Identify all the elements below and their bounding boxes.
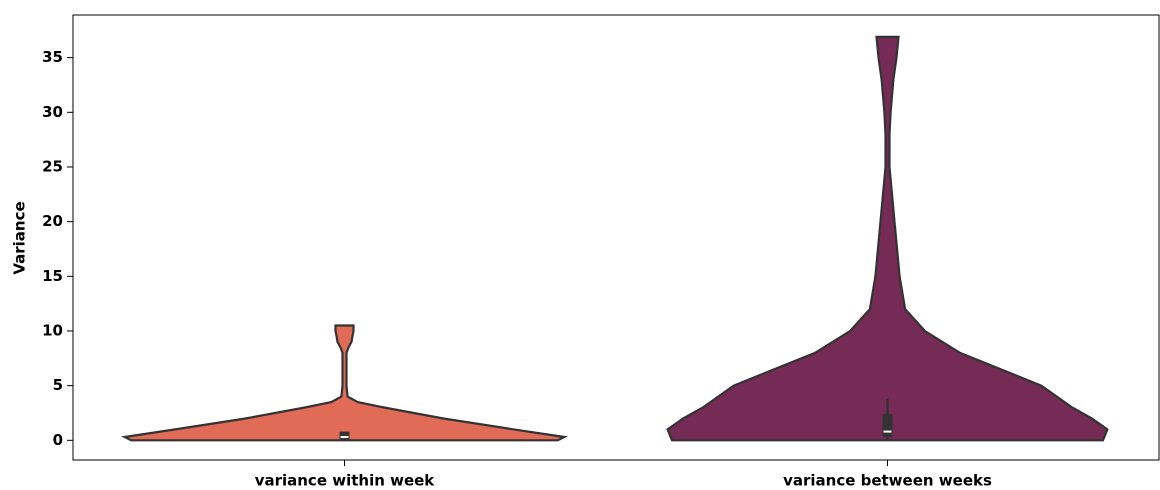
violin-body (120, 324, 569, 442)
x-tick-label: variance between weeks (783, 472, 992, 490)
y-tick-label: 25 (42, 157, 63, 175)
violin-body (666, 35, 1109, 442)
y-tick-label: 35 (42, 48, 63, 66)
y-tick-label: 20 (42, 212, 63, 230)
y-axis-label: Variance (11, 201, 29, 274)
box (882, 414, 893, 438)
x-tick-label: variance within week (255, 472, 436, 490)
y-tick-label: 0 (53, 431, 63, 449)
y-tick-label: 5 (53, 376, 63, 394)
box (339, 431, 350, 441)
plot-frame (72, 14, 1160, 461)
y-tick-label: 30 (42, 103, 63, 121)
y-tick-label: 15 (42, 267, 63, 285)
y-tick-label: 10 (42, 321, 63, 339)
